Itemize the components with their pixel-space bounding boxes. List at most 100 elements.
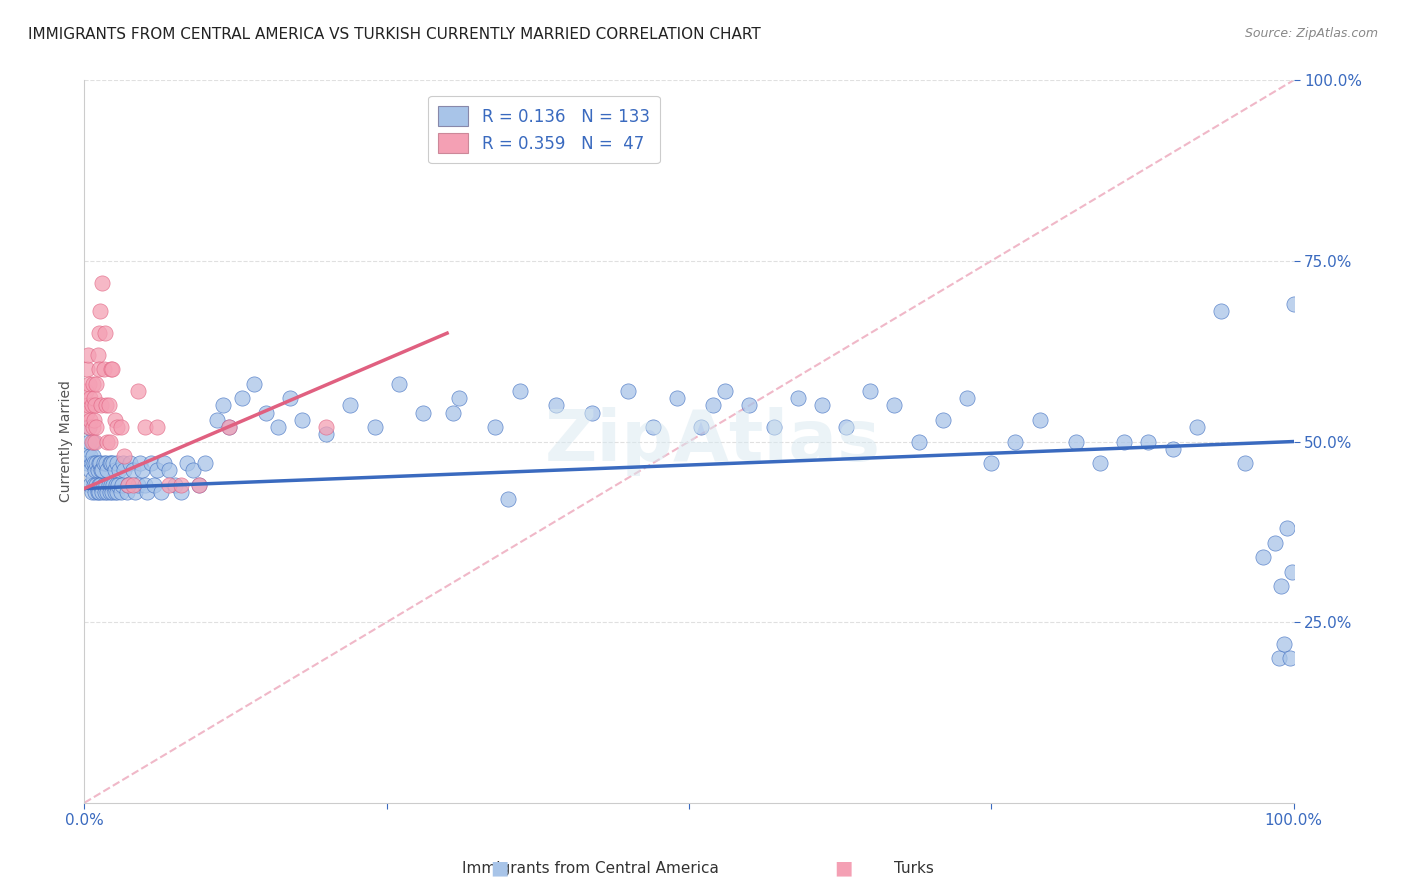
Point xyxy=(157,463,180,477)
Point xyxy=(738,398,761,412)
Point xyxy=(94,485,117,500)
Point xyxy=(1277,521,1299,535)
Point xyxy=(149,485,172,500)
Point xyxy=(104,463,127,477)
Point xyxy=(136,485,159,500)
Point xyxy=(96,485,118,500)
Point xyxy=(79,478,101,492)
Point xyxy=(96,463,118,477)
Point xyxy=(786,391,808,405)
Point xyxy=(105,456,128,470)
Point xyxy=(115,485,138,500)
Point xyxy=(134,420,156,434)
Point xyxy=(811,398,834,412)
Point xyxy=(86,376,108,391)
Point xyxy=(1278,651,1301,665)
Point xyxy=(100,478,122,492)
Point xyxy=(176,456,198,470)
Point xyxy=(315,427,337,442)
Point xyxy=(581,406,603,420)
Point xyxy=(121,463,143,477)
Point xyxy=(218,420,240,434)
Point xyxy=(111,478,134,492)
Point xyxy=(97,478,120,492)
Point xyxy=(84,434,107,449)
Point xyxy=(291,413,314,427)
Point xyxy=(97,398,120,412)
Point xyxy=(76,406,98,420)
Point xyxy=(388,376,411,391)
Point xyxy=(77,376,100,391)
Point xyxy=(96,434,118,449)
Point xyxy=(89,456,111,470)
Point xyxy=(91,463,114,477)
Point xyxy=(80,398,103,412)
Point xyxy=(143,478,166,492)
Point xyxy=(267,420,290,434)
Point xyxy=(702,398,724,412)
Point xyxy=(641,420,664,434)
Point xyxy=(131,463,153,477)
Point xyxy=(956,391,979,405)
Point xyxy=(339,398,361,412)
Point xyxy=(883,398,905,412)
Point xyxy=(108,463,131,477)
Point xyxy=(110,420,132,434)
Point xyxy=(218,420,240,434)
Point xyxy=(1282,297,1305,311)
Text: ■: ■ xyxy=(834,858,853,877)
Point xyxy=(146,463,169,477)
Point xyxy=(509,384,531,398)
Point xyxy=(1264,535,1286,549)
Point xyxy=(86,456,108,470)
Point xyxy=(104,478,127,492)
Point xyxy=(77,398,100,412)
Point xyxy=(980,456,1002,470)
Point xyxy=(449,391,471,405)
Point xyxy=(1253,550,1275,565)
Point xyxy=(79,463,101,477)
Point xyxy=(77,442,100,456)
Point xyxy=(103,456,125,470)
Point xyxy=(83,478,105,492)
Point xyxy=(84,463,107,477)
Point xyxy=(98,434,121,449)
Point xyxy=(496,492,519,507)
Point xyxy=(93,362,115,376)
Point xyxy=(98,485,121,500)
Point xyxy=(859,384,882,398)
Point xyxy=(1185,420,1208,434)
Point xyxy=(139,456,162,470)
Point xyxy=(1004,434,1026,449)
Point xyxy=(412,406,434,420)
Text: IMMIGRANTS FROM CENTRAL AMERICA VS TURKISH CURRENTLY MARRIED CORRELATION CHART: IMMIGRANTS FROM CENTRAL AMERICA VS TURKI… xyxy=(28,27,761,42)
Point xyxy=(690,420,713,434)
Point xyxy=(134,478,156,492)
Point xyxy=(207,413,229,427)
Point xyxy=(907,434,929,449)
Point xyxy=(83,413,105,427)
Point xyxy=(835,420,858,434)
Point xyxy=(146,420,169,434)
Point xyxy=(153,456,176,470)
Point xyxy=(86,463,108,477)
Point xyxy=(1281,565,1303,579)
Point xyxy=(87,485,110,500)
Point xyxy=(94,398,117,412)
Point xyxy=(112,463,135,477)
Text: ZipAtlas: ZipAtlas xyxy=(546,407,882,476)
Point xyxy=(932,413,955,427)
Point xyxy=(181,463,204,477)
Point xyxy=(82,434,104,449)
Point xyxy=(100,456,122,470)
Point xyxy=(315,420,337,434)
Point xyxy=(77,420,100,434)
Point xyxy=(242,376,264,391)
Point xyxy=(1272,637,1295,651)
Point xyxy=(80,456,103,470)
Point xyxy=(714,384,737,398)
Text: Turks: Turks xyxy=(894,861,934,876)
Point xyxy=(90,463,112,477)
Point xyxy=(94,478,117,492)
Point xyxy=(79,413,101,427)
